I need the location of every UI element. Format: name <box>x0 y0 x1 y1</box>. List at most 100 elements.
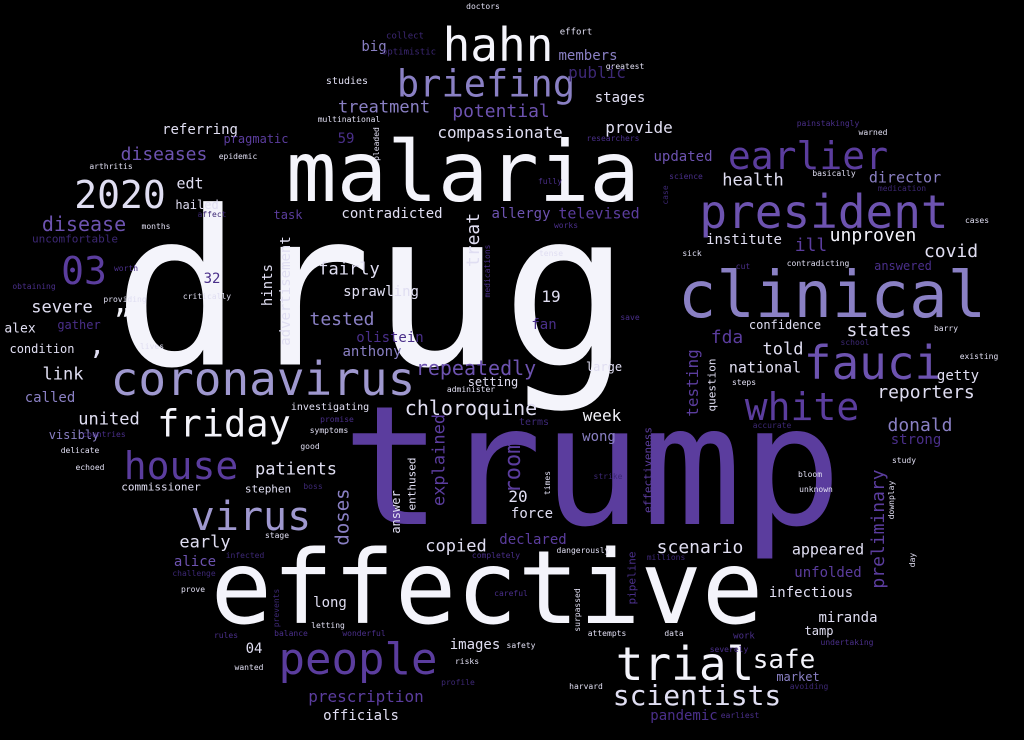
word-treatment: treatment <box>337 97 431 118</box>
word-director: director <box>868 168 942 187</box>
word-2020: 2020 <box>74 173 166 217</box>
word-prescription: prescription <box>308 687 424 706</box>
word-mark: , <box>88 328 106 361</box>
word-commissioner: commissioner <box>121 480 201 494</box>
word-doses: doses <box>331 488 354 546</box>
word-chloroquine: chloroquine <box>404 396 538 420</box>
word-multinational: multinational <box>317 115 381 124</box>
word-public: public <box>568 63 626 82</box>
word-painstakingly: painstakingly <box>796 119 860 128</box>
word-pleaded: pleaded <box>372 127 381 161</box>
word-collect: collect <box>386 31 424 42</box>
word-harvard: harvard <box>569 682 603 691</box>
word-large: large <box>585 360 623 374</box>
word-pragmatic: pragmatic <box>223 132 289 146</box>
word-people: people <box>278 634 438 685</box>
word-severely: severely <box>709 645 749 654</box>
word-months: months <box>141 222 171 231</box>
word-institute: institute <box>706 232 782 248</box>
word-testing: testing <box>683 349 702 417</box>
word-completely: completely <box>471 551 521 560</box>
word-gather: gather <box>57 318 101 332</box>
word-fully: fully <box>537 177 563 186</box>
word-big: big <box>361 39 387 55</box>
word-warned: warned <box>858 128 888 137</box>
word-coronavirus: coronavirus <box>110 352 416 406</box>
word-59: 59 <box>337 131 355 147</box>
word-scientists: scientists <box>612 679 782 712</box>
word-president: president <box>699 185 949 239</box>
word-stephen: stephen <box>244 482 292 496</box>
word-infectious: infectious <box>768 585 854 601</box>
word-olistein: olistein <box>356 330 424 346</box>
word-visibly: visibly <box>48 428 100 442</box>
word-critically: critically <box>182 292 232 301</box>
word-scenario: scenario <box>656 537 744 558</box>
word-uncomfortable: uncomfortable <box>31 232 119 246</box>
word-alice: alice <box>173 554 217 570</box>
word-downplay: downplay <box>887 480 896 520</box>
word-miranda: miranda <box>818 610 878 626</box>
word-confidence: confidence <box>748 318 822 332</box>
word-effectiveness: effectiveness <box>641 426 655 514</box>
word-alex: alex <box>4 321 36 337</box>
word-medications: medications <box>483 244 492 298</box>
word-advertisement: advertisement <box>278 236 294 346</box>
word-prove: prove <box>180 585 206 594</box>
word-providing: providing <box>103 295 147 304</box>
word-boss: boss <box>303 482 323 491</box>
word-task: task <box>273 208 303 222</box>
word-hahn: hahn <box>442 18 554 72</box>
word-declared: declared <box>499 532 567 548</box>
word-malaria: malaria <box>285 123 641 221</box>
word-careful: careful <box>494 589 528 598</box>
word-safe: safe <box>752 645 816 675</box>
word-copied: copied <box>425 536 487 557</box>
word-doctors: doctors <box>466 2 500 11</box>
word-greatest: greatest <box>605 62 645 71</box>
word-avoiding: avoiding <box>789 682 829 691</box>
word-save: save <box>620 313 640 322</box>
word-contradicting: contradicting <box>786 259 850 268</box>
word-day: day <box>908 552 917 568</box>
word-pandemic: pandemic <box>650 708 718 724</box>
word-friday: friday <box>157 402 291 446</box>
word-question: question <box>705 358 719 412</box>
word-enthused: enthused <box>405 457 419 511</box>
word-contradicted: contradicted <box>341 206 443 222</box>
word-hints: hints <box>260 263 276 307</box>
word-data: data <box>664 629 684 638</box>
word-times: times <box>543 470 552 496</box>
word-steps: steps <box>731 378 757 387</box>
word-answer: answer <box>389 490 403 534</box>
word-earlier: earlier <box>727 134 889 178</box>
word-unproven: unproven <box>829 225 917 246</box>
word-images: images <box>449 637 501 653</box>
word-stage: stage <box>264 531 290 540</box>
word-covid: covid <box>923 241 979 262</box>
word-diseases: diseases <box>120 144 208 165</box>
word-existing: existing <box>959 352 999 361</box>
word-risks: risks <box>454 657 480 666</box>
word-worth: worth <box>113 264 139 273</box>
word-good: good <box>300 442 320 451</box>
word-tested: tested <box>309 309 375 330</box>
word-potential: potential <box>452 101 550 122</box>
word-strike: strike <box>593 472 623 481</box>
word-strong: strong <box>890 432 942 448</box>
word-referring: referring <box>162 122 238 138</box>
word-promise: promise <box>320 415 354 424</box>
word-03: 03 <box>61 249 107 293</box>
word-accurate: accurate <box>752 421 792 430</box>
word-effective: effective <box>210 529 764 648</box>
word-wonderful: wonderful <box>342 629 386 638</box>
word-members: members <box>558 48 618 64</box>
word-national: national <box>728 358 802 377</box>
word-balance: balance <box>274 629 308 638</box>
word-administer: administer <box>446 385 496 394</box>
word-edt: edt <box>176 174 204 193</box>
word-lives: lives <box>139 342 165 351</box>
word-challenge: challenge <box>172 569 216 578</box>
word-sprawling: sprawling <box>343 284 419 300</box>
